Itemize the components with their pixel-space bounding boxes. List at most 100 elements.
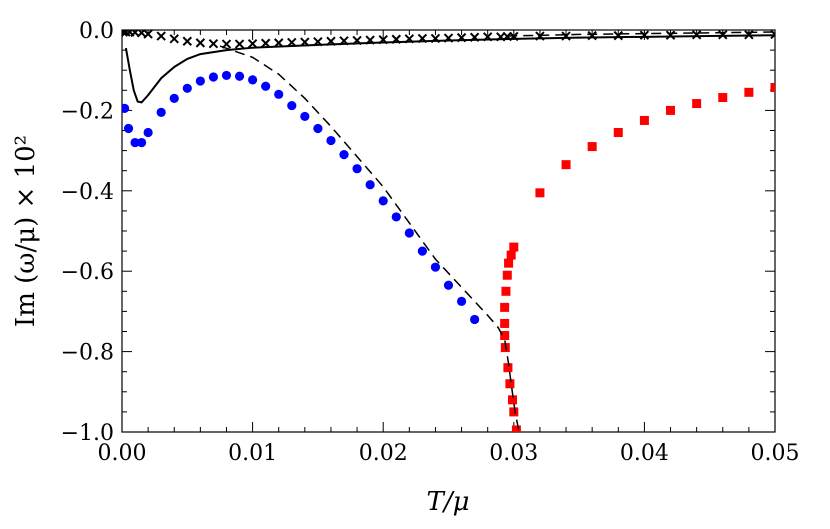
red-square-point xyxy=(502,270,512,280)
black-cross-point xyxy=(247,38,258,49)
x-axis-label: T/μ xyxy=(427,487,470,517)
tick-labels: 0.00 0.01 0.02 0.03 0.04 0.05 0.0 −0.2 −0.4 −0.6 −… xyxy=(61,19,800,466)
cross-stroke xyxy=(274,38,284,48)
black-cross-point xyxy=(639,30,650,40)
cross-stroke xyxy=(718,30,728,40)
y-tick-label: 0.0 xyxy=(79,19,114,44)
x-tick-label: 0.05 xyxy=(751,441,800,466)
blue-circle-point xyxy=(136,137,147,148)
black-cross-point xyxy=(122,30,131,37)
blue-circle-point xyxy=(443,280,454,290)
red-square-point xyxy=(613,128,623,138)
black-cross-point xyxy=(613,30,623,41)
red-square-point xyxy=(561,160,571,170)
cross-stroke xyxy=(130,30,139,38)
red-square-point xyxy=(511,425,521,432)
red-square-point xyxy=(666,105,676,115)
black-cross-point xyxy=(156,31,166,41)
red-square-point xyxy=(587,142,597,152)
cross-stroke xyxy=(125,30,134,37)
cross-stroke xyxy=(260,38,271,48)
cross-stroke xyxy=(234,39,245,49)
blue-circle-point xyxy=(143,127,153,138)
red-square-point xyxy=(506,250,516,260)
blue-circle-point xyxy=(248,75,258,85)
red-square-point xyxy=(535,188,545,198)
red-square-point xyxy=(744,87,754,97)
series-dashed-curve xyxy=(507,31,775,37)
blue-circle-point xyxy=(339,150,349,160)
ticks xyxy=(121,29,776,433)
blue-circle-point xyxy=(195,76,205,86)
x-tick-label: 0.03 xyxy=(489,441,538,466)
blue-circle-point xyxy=(430,262,441,272)
red-square-point xyxy=(500,331,510,341)
black-cross-point xyxy=(143,30,153,39)
blue-circle-point xyxy=(365,180,375,190)
black-cross-point xyxy=(130,30,140,38)
blue-circle-point xyxy=(287,100,297,111)
red-square-point xyxy=(505,379,515,389)
cross-stroke xyxy=(182,36,193,46)
red-square-point xyxy=(770,82,775,92)
x-tick-label: 0.00 xyxy=(98,441,147,466)
red-square-point xyxy=(509,242,519,252)
black-cross-point xyxy=(195,38,206,48)
x-tick-label: 0.04 xyxy=(620,441,669,466)
black-cross-point xyxy=(208,38,219,49)
blue-circle-point xyxy=(417,246,427,256)
red-square-point xyxy=(639,115,649,125)
blue-circle-point xyxy=(221,70,232,81)
black-cross-point xyxy=(234,39,245,49)
cross-stroke xyxy=(195,38,206,48)
blue-circle-point xyxy=(156,107,166,118)
blue-circle-point xyxy=(122,103,130,113)
x-tick-label: 0.02 xyxy=(359,441,408,466)
cross-stroke xyxy=(143,30,153,39)
cross-stroke xyxy=(691,30,702,40)
blue-circle-point xyxy=(130,137,140,148)
cross-stroke xyxy=(639,30,650,40)
cross-stroke xyxy=(122,30,127,35)
red-square-point xyxy=(504,258,514,268)
blue-circle-point xyxy=(261,81,271,91)
blue-circle-point xyxy=(300,111,310,122)
blue-circle-point xyxy=(274,89,284,99)
blue-circle-point xyxy=(123,123,134,134)
red-square-point xyxy=(692,99,702,109)
y-tick-label: −0.6 xyxy=(61,260,114,285)
red-square-point xyxy=(718,93,728,103)
blue-circle-point xyxy=(208,72,219,82)
cross-stroke xyxy=(247,38,258,49)
black-cross-point xyxy=(260,38,271,48)
series-dashed-curve xyxy=(219,45,520,432)
blue-circle-point xyxy=(234,71,245,81)
blue-circle-point xyxy=(404,228,414,238)
y-tick-label: −1.0 xyxy=(61,421,114,446)
y-tick-label: −0.4 xyxy=(61,180,114,205)
cross-stroke xyxy=(156,31,166,41)
blue-circle-point xyxy=(182,83,192,93)
cross-stroke xyxy=(770,33,775,40)
x-tick-label: 0.01 xyxy=(228,441,277,466)
blue-circle-point xyxy=(313,123,323,134)
cross-stroke xyxy=(169,34,179,44)
series-solid-curve xyxy=(124,34,775,104)
cross-stroke xyxy=(613,30,623,41)
red-square-point xyxy=(507,395,517,405)
y-tick-label: −0.8 xyxy=(61,341,114,366)
cross-stroke xyxy=(122,30,130,37)
red-square-point xyxy=(503,363,513,373)
red-square-point xyxy=(509,407,519,417)
blue-circle-point xyxy=(391,212,401,222)
red-square-point xyxy=(501,286,511,296)
black-cross-point xyxy=(691,30,702,40)
blue-circle-point xyxy=(456,296,467,306)
blue-circle-point xyxy=(352,164,362,174)
red-square-point xyxy=(500,302,510,312)
blue-circle-point xyxy=(326,135,336,146)
black-cross-point xyxy=(169,34,179,44)
blue-circle-point xyxy=(378,196,388,206)
cross-stroke xyxy=(208,38,219,49)
